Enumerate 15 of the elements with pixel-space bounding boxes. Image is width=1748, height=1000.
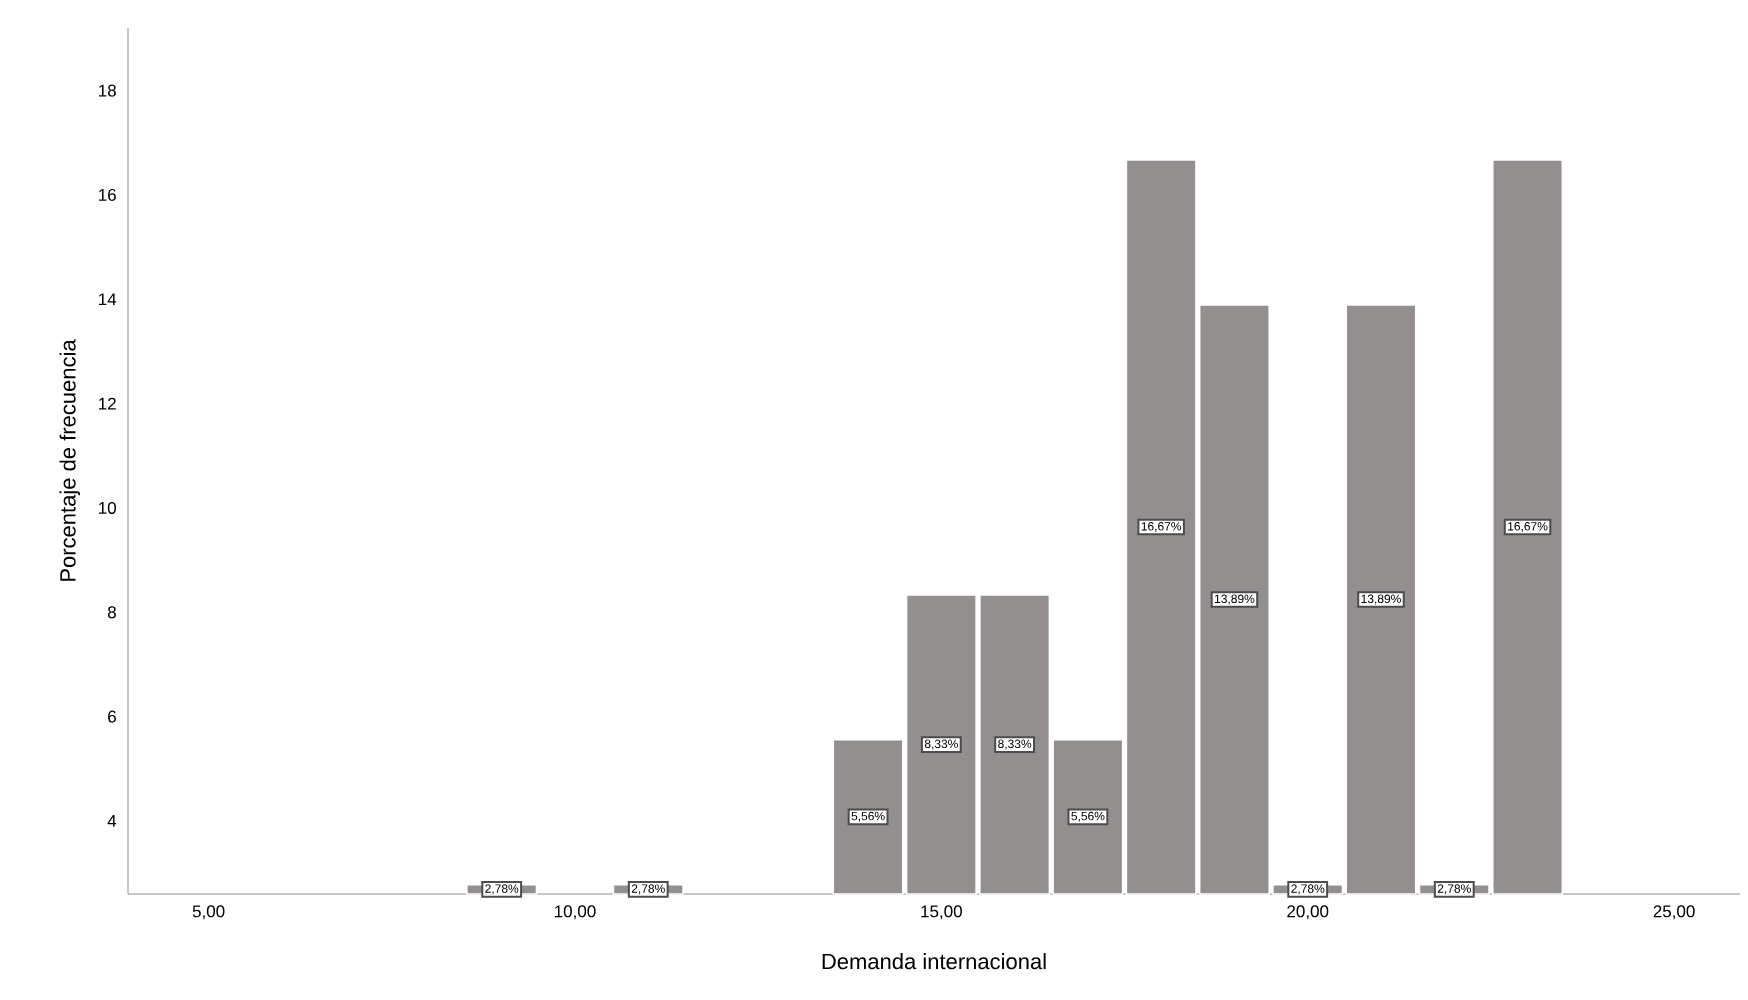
y-tick-label: 14 xyxy=(99,293,117,306)
x-axis-title: Demanda internacional xyxy=(822,953,1046,970)
y-tick-label: 6 xyxy=(108,710,116,723)
x-tick-label: 20,00 xyxy=(1287,905,1329,920)
y-tick-label: 4 xyxy=(107,815,117,827)
x-tick-label: 10,00 xyxy=(554,905,596,920)
y-tick-label: 18 xyxy=(99,84,116,97)
y-tick-label: 16 xyxy=(99,188,116,201)
y-axis-title: Porcentaje de frecuencia xyxy=(59,339,81,581)
x-tick-label: 5,00 xyxy=(192,905,225,920)
x-tick-label: 15,00 xyxy=(921,905,962,920)
y-tick-label: 10 xyxy=(99,501,116,514)
x-tick-label: 25,00 xyxy=(1653,905,1695,920)
y-tick-label: 8 xyxy=(107,606,116,619)
y-tick-label: 12 xyxy=(99,397,116,410)
